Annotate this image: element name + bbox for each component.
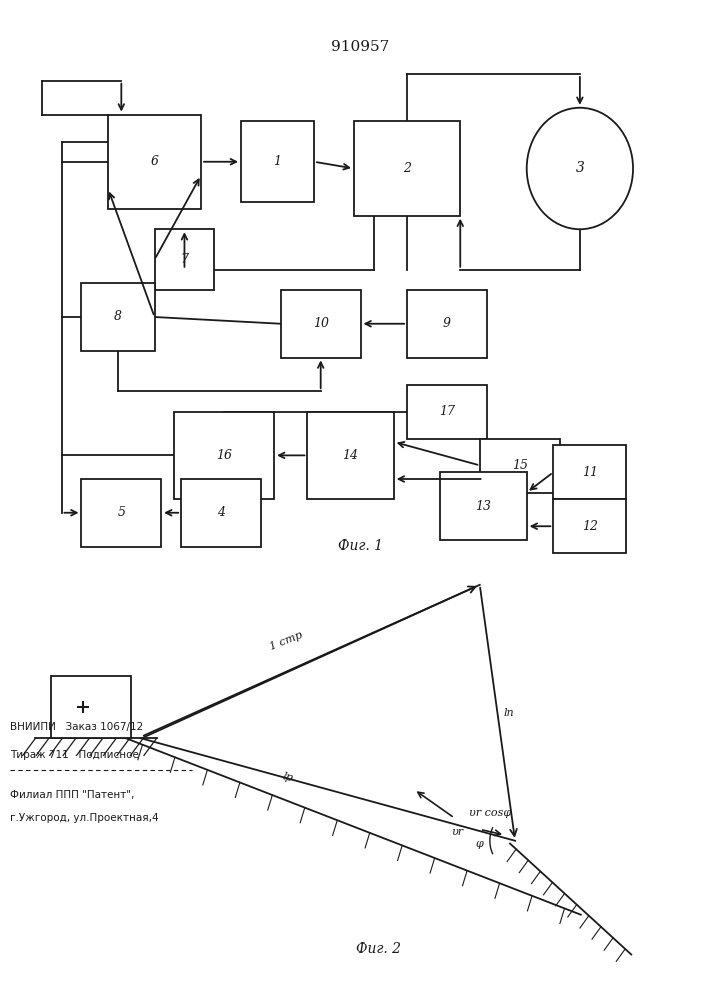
Text: 8: 8 — [114, 310, 122, 324]
Text: 1: 1 — [274, 155, 281, 168]
Bar — [554, 445, 626, 499]
Text: 16: 16 — [216, 449, 233, 462]
Bar — [181, 479, 261, 546]
Text: Фиг. 1: Фиг. 1 — [338, 539, 383, 553]
Bar — [440, 472, 527, 540]
Bar — [108, 114, 201, 209]
Text: 7: 7 — [180, 253, 189, 266]
Text: 14: 14 — [343, 449, 358, 462]
Text: υr cosφ: υr cosφ — [469, 808, 511, 818]
Text: 1 стр: 1 стр — [269, 630, 305, 652]
Text: г.Ужгород, ул.Проектная,4: г.Ужгород, ул.Проектная,4 — [10, 813, 159, 823]
Bar — [407, 384, 487, 438]
Text: 4: 4 — [217, 506, 225, 519]
Text: φ: φ — [476, 839, 484, 849]
Text: ВНИИПИ   Заказ 1067/12: ВНИИПИ Заказ 1067/12 — [10, 722, 144, 732]
Text: 2: 2 — [403, 162, 411, 175]
Bar — [554, 499, 626, 553]
Text: Фиг. 2: Фиг. 2 — [356, 942, 402, 956]
Text: lп: lп — [503, 708, 514, 718]
Text: 5: 5 — [117, 506, 125, 519]
Text: 12: 12 — [582, 520, 598, 533]
Text: 9: 9 — [443, 317, 451, 330]
Text: Тираж 711   Подписное: Тираж 711 Подписное — [10, 750, 139, 760]
Text: 13: 13 — [476, 499, 491, 512]
Text: 910957: 910957 — [332, 40, 390, 54]
Text: 17: 17 — [439, 405, 455, 418]
Text: 6: 6 — [151, 155, 158, 168]
Bar — [50, 676, 132, 738]
Bar — [281, 290, 361, 358]
Text: υr: υr — [451, 827, 463, 837]
Bar — [175, 412, 274, 499]
Bar — [81, 479, 161, 546]
Text: 10: 10 — [312, 317, 329, 330]
Text: 11: 11 — [582, 466, 598, 479]
Bar — [155, 229, 214, 290]
Bar — [241, 121, 314, 202]
Bar — [354, 121, 460, 216]
Bar — [407, 290, 487, 358]
Text: Филиал ППП "Патент",: Филиал ППП "Патент", — [10, 790, 134, 800]
Bar — [480, 438, 560, 492]
Ellipse shape — [527, 108, 633, 229]
Bar — [81, 283, 155, 351]
Text: 3: 3 — [575, 161, 584, 176]
Text: 15: 15 — [512, 459, 528, 472]
Text: lр: lр — [281, 772, 294, 784]
Bar — [308, 412, 394, 499]
